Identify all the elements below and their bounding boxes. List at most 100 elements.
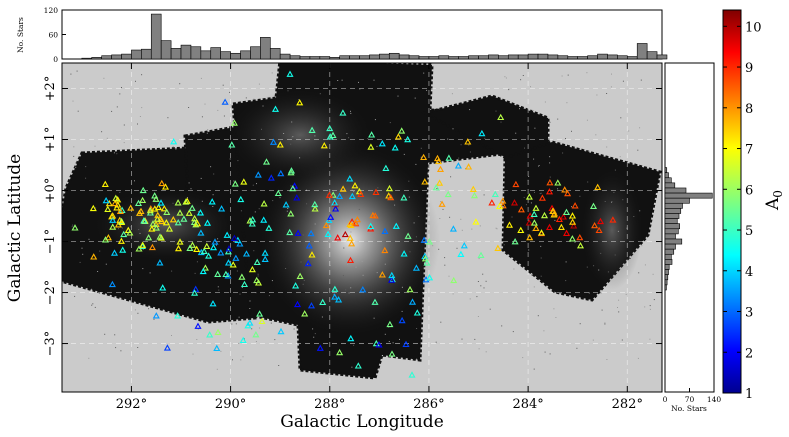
background-star	[71, 226, 73, 228]
background-star	[533, 368, 535, 370]
star-marker	[308, 126, 316, 133]
background-star	[549, 121, 551, 123]
colorbar-tick-label: 7	[745, 143, 753, 158]
star-marker	[385, 184, 394, 192]
background-star	[531, 230, 533, 232]
background-star	[528, 249, 530, 251]
colorbar-tick-label: 10	[745, 20, 762, 35]
background-star	[355, 266, 357, 268]
star-marker	[158, 179, 166, 187]
background-star	[617, 230, 619, 232]
background-star	[216, 368, 218, 370]
star-marker	[372, 188, 380, 195]
background-star	[395, 240, 397, 242]
background-star	[92, 303, 94, 305]
right-histogram-bars	[664, 167, 713, 291]
top-histogram-bar	[388, 52, 400, 60]
background-star	[262, 105, 264, 107]
star-marker	[450, 276, 458, 284]
background-star	[75, 162, 77, 164]
background-star	[614, 254, 616, 256]
background-star	[613, 192, 615, 193]
background-star	[287, 208, 289, 209]
top-histogram-bar	[507, 54, 519, 60]
star-marker	[101, 236, 110, 243]
background-star	[579, 195, 581, 197]
background-star	[121, 87, 122, 88]
top-histogram-bar	[309, 56, 321, 60]
background-star	[292, 136, 294, 138]
background-star	[212, 194, 214, 196]
star-marker	[609, 216, 617, 223]
background-star	[229, 91, 231, 93]
nebula-glow-upper	[230, 90, 370, 180]
background-star	[604, 201, 606, 202]
background-star	[238, 316, 240, 318]
background-star	[554, 291, 556, 293]
star-marker	[157, 234, 165, 241]
star-marker	[232, 254, 240, 261]
background-star	[569, 218, 571, 220]
background-star	[306, 263, 308, 265]
background-star	[313, 336, 315, 338]
star-marker	[174, 199, 182, 206]
background-star	[426, 89, 428, 91]
top-histogram-bar	[359, 55, 370, 60]
star-marker	[408, 298, 417, 305]
star-marker	[188, 241, 197, 248]
star-marker	[118, 218, 126, 225]
background-star	[216, 244, 217, 246]
right-histogram: 0 70 140 No. Stars	[663, 62, 721, 413]
star-marker	[205, 252, 213, 259]
background-star	[384, 263, 386, 265]
background-star	[139, 116, 141, 117]
colorbar-tick-label: 3	[745, 306, 753, 321]
background-star	[171, 335, 172, 336]
background-star	[249, 300, 251, 302]
star-marker	[530, 210, 538, 217]
background-star	[629, 258, 631, 259]
background-star	[238, 342, 240, 344]
background-star	[327, 193, 328, 195]
background-star	[416, 328, 418, 329]
star-marker	[412, 264, 420, 271]
star-marker	[426, 273, 434, 281]
star-marker	[469, 185, 477, 192]
star-marker	[221, 98, 229, 105]
background-star	[403, 153, 405, 155]
background-star	[329, 265, 331, 266]
background-star	[408, 196, 410, 198]
star-marker	[146, 206, 154, 214]
background-star	[121, 227, 123, 229]
nebula-glow-right	[582, 170, 642, 290]
star-marker	[472, 218, 480, 225]
background-star	[155, 240, 157, 242]
background-star	[586, 119, 588, 121]
background-star	[628, 130, 630, 132]
top-histogram-bar	[458, 56, 469, 60]
top-histogram-bar	[597, 53, 608, 60]
star-marker	[347, 334, 355, 342]
background-star	[644, 264, 646, 266]
star-marker	[334, 234, 342, 241]
star-marker	[201, 264, 209, 271]
background-star	[461, 338, 463, 340]
background-star	[94, 306, 96, 308]
background-star	[190, 246, 192, 248]
background-star	[596, 94, 598, 96]
background-star	[321, 316, 323, 318]
star-marker	[382, 164, 390, 171]
star-marker	[213, 344, 221, 352]
x-axis-title: Galactic Longitude	[280, 412, 444, 432]
background-star	[435, 341, 437, 343]
star-marker	[335, 296, 343, 303]
background-star	[528, 176, 530, 177]
background-star	[508, 89, 510, 91]
x-tick-label: 288°	[314, 397, 345, 412]
right-histogram-xlabel: No. Stars	[671, 404, 707, 413]
background-star	[278, 365, 280, 366]
star-marker	[433, 154, 442, 162]
background-star	[415, 236, 417, 238]
top-histogram-y-ticks: 0 60 120	[44, 6, 66, 64]
top-histogram-bar	[289, 55, 301, 60]
